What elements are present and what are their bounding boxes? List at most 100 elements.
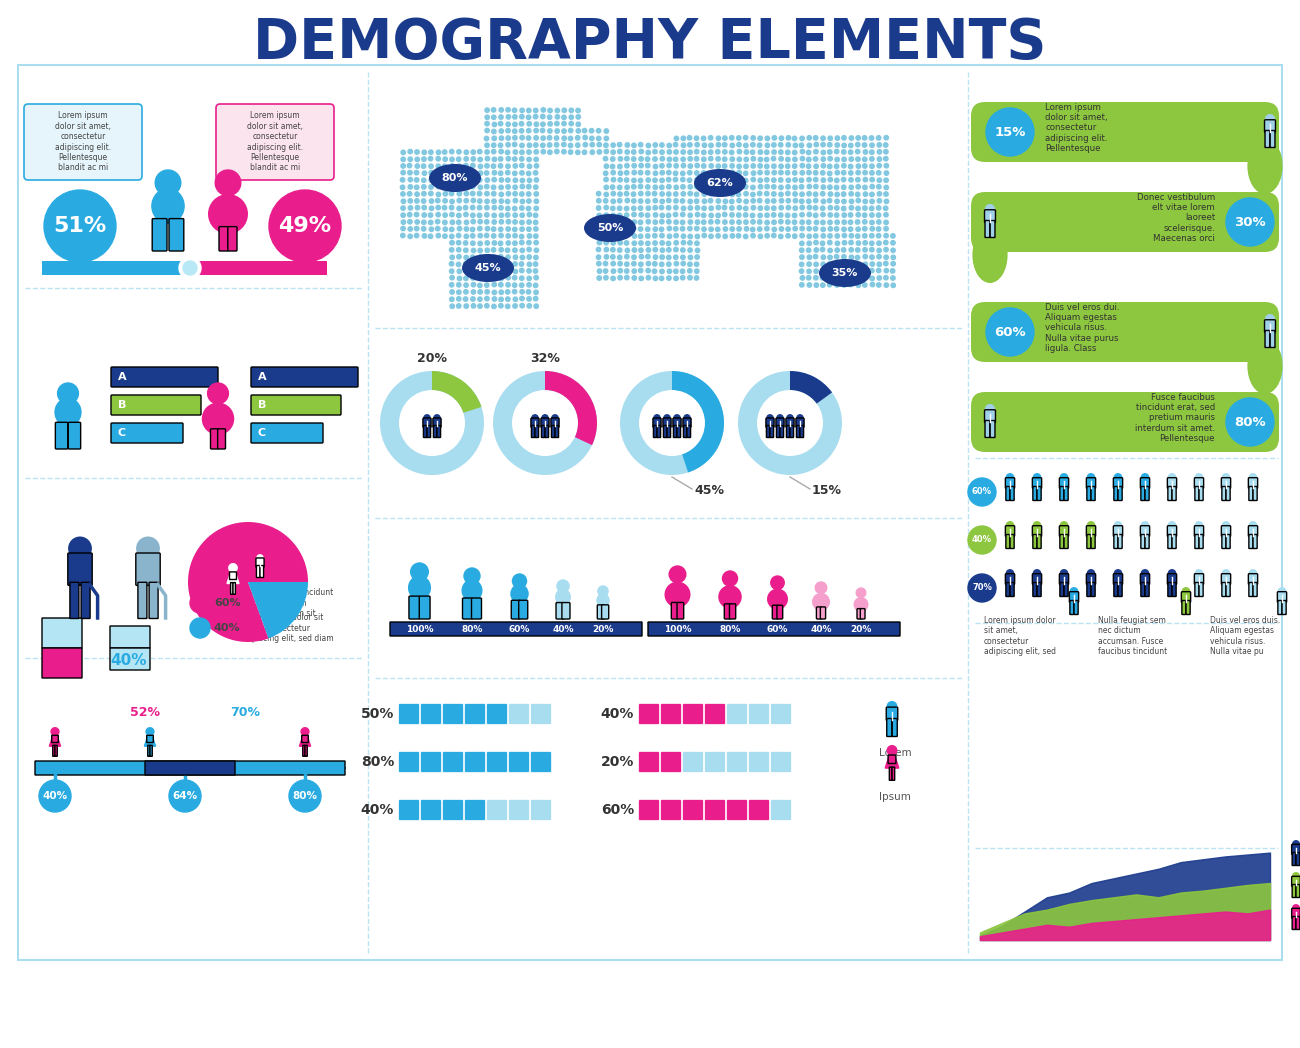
Circle shape: [520, 276, 524, 281]
Circle shape: [533, 184, 538, 190]
Circle shape: [1196, 570, 1202, 577]
Circle shape: [673, 415, 680, 421]
Circle shape: [526, 199, 532, 203]
Circle shape: [835, 283, 838, 287]
Circle shape: [464, 150, 468, 154]
Circle shape: [878, 163, 881, 168]
Circle shape: [815, 582, 827, 593]
Circle shape: [659, 262, 664, 266]
Circle shape: [632, 234, 637, 238]
Circle shape: [835, 255, 838, 259]
Circle shape: [708, 178, 714, 182]
Circle shape: [828, 283, 832, 287]
Circle shape: [878, 248, 881, 253]
Circle shape: [415, 220, 420, 224]
Circle shape: [638, 157, 644, 161]
Circle shape: [520, 268, 524, 272]
Circle shape: [806, 150, 811, 155]
Circle shape: [485, 241, 490, 245]
Circle shape: [772, 234, 776, 238]
Circle shape: [477, 297, 482, 302]
Circle shape: [604, 226, 608, 232]
Circle shape: [772, 220, 776, 224]
Circle shape: [855, 143, 859, 147]
Circle shape: [729, 178, 734, 182]
Circle shape: [653, 143, 658, 147]
Circle shape: [533, 234, 538, 238]
Circle shape: [597, 226, 601, 231]
Circle shape: [814, 226, 818, 231]
Circle shape: [694, 269, 699, 274]
Circle shape: [526, 227, 532, 232]
Circle shape: [751, 171, 755, 175]
Circle shape: [779, 185, 783, 190]
Circle shape: [485, 163, 489, 168]
FancyBboxPatch shape: [1265, 320, 1275, 332]
Circle shape: [471, 297, 474, 301]
Circle shape: [555, 129, 559, 133]
Circle shape: [526, 289, 530, 294]
Circle shape: [891, 276, 896, 280]
Circle shape: [863, 199, 867, 203]
Circle shape: [411, 563, 428, 581]
Circle shape: [618, 165, 623, 169]
Circle shape: [731, 192, 734, 197]
Ellipse shape: [230, 565, 237, 568]
Circle shape: [618, 185, 621, 190]
Circle shape: [785, 184, 790, 189]
Text: Duis vel eros dui.
Aliquam egestas
vehicula risus.
Nulla vitae purus
ligula. Cla: Duis vel eros dui. Aliquam egestas vehic…: [1045, 303, 1119, 353]
Circle shape: [415, 234, 419, 238]
Circle shape: [499, 199, 503, 203]
Circle shape: [646, 276, 650, 280]
Circle shape: [400, 213, 406, 217]
Circle shape: [737, 136, 741, 140]
Circle shape: [660, 213, 664, 218]
Circle shape: [863, 192, 867, 196]
FancyBboxPatch shape: [777, 606, 783, 619]
Circle shape: [855, 256, 859, 260]
Circle shape: [520, 304, 524, 308]
Circle shape: [604, 234, 608, 238]
Circle shape: [751, 136, 755, 140]
Circle shape: [841, 150, 846, 154]
Circle shape: [638, 163, 644, 168]
Circle shape: [779, 165, 784, 169]
Circle shape: [443, 220, 447, 224]
FancyBboxPatch shape: [1199, 486, 1203, 501]
Circle shape: [471, 184, 474, 189]
Circle shape: [855, 192, 859, 197]
Circle shape: [723, 205, 727, 210]
Text: 60%: 60%: [767, 625, 788, 633]
Circle shape: [793, 226, 797, 231]
FancyBboxPatch shape: [1005, 526, 1014, 537]
FancyBboxPatch shape: [991, 220, 994, 238]
Text: 40%: 40%: [214, 623, 240, 633]
Text: 40%: 40%: [111, 653, 147, 668]
Circle shape: [415, 150, 419, 154]
Text: 70%: 70%: [972, 584, 992, 592]
Circle shape: [863, 234, 867, 238]
Ellipse shape: [724, 572, 736, 577]
FancyBboxPatch shape: [660, 800, 681, 821]
Circle shape: [849, 171, 853, 175]
FancyBboxPatch shape: [42, 618, 82, 648]
Circle shape: [597, 269, 602, 274]
Circle shape: [667, 144, 671, 148]
Circle shape: [597, 136, 601, 140]
Circle shape: [1265, 314, 1274, 324]
Circle shape: [758, 226, 762, 232]
Circle shape: [792, 136, 797, 140]
Circle shape: [660, 234, 664, 238]
Circle shape: [590, 150, 594, 154]
Circle shape: [654, 165, 658, 169]
Ellipse shape: [462, 254, 514, 282]
Circle shape: [857, 198, 861, 202]
Circle shape: [814, 283, 819, 287]
Circle shape: [499, 192, 503, 197]
Circle shape: [604, 192, 608, 197]
Circle shape: [723, 213, 727, 217]
Circle shape: [820, 136, 826, 140]
Circle shape: [723, 143, 727, 147]
Circle shape: [673, 171, 677, 175]
Circle shape: [659, 219, 664, 224]
